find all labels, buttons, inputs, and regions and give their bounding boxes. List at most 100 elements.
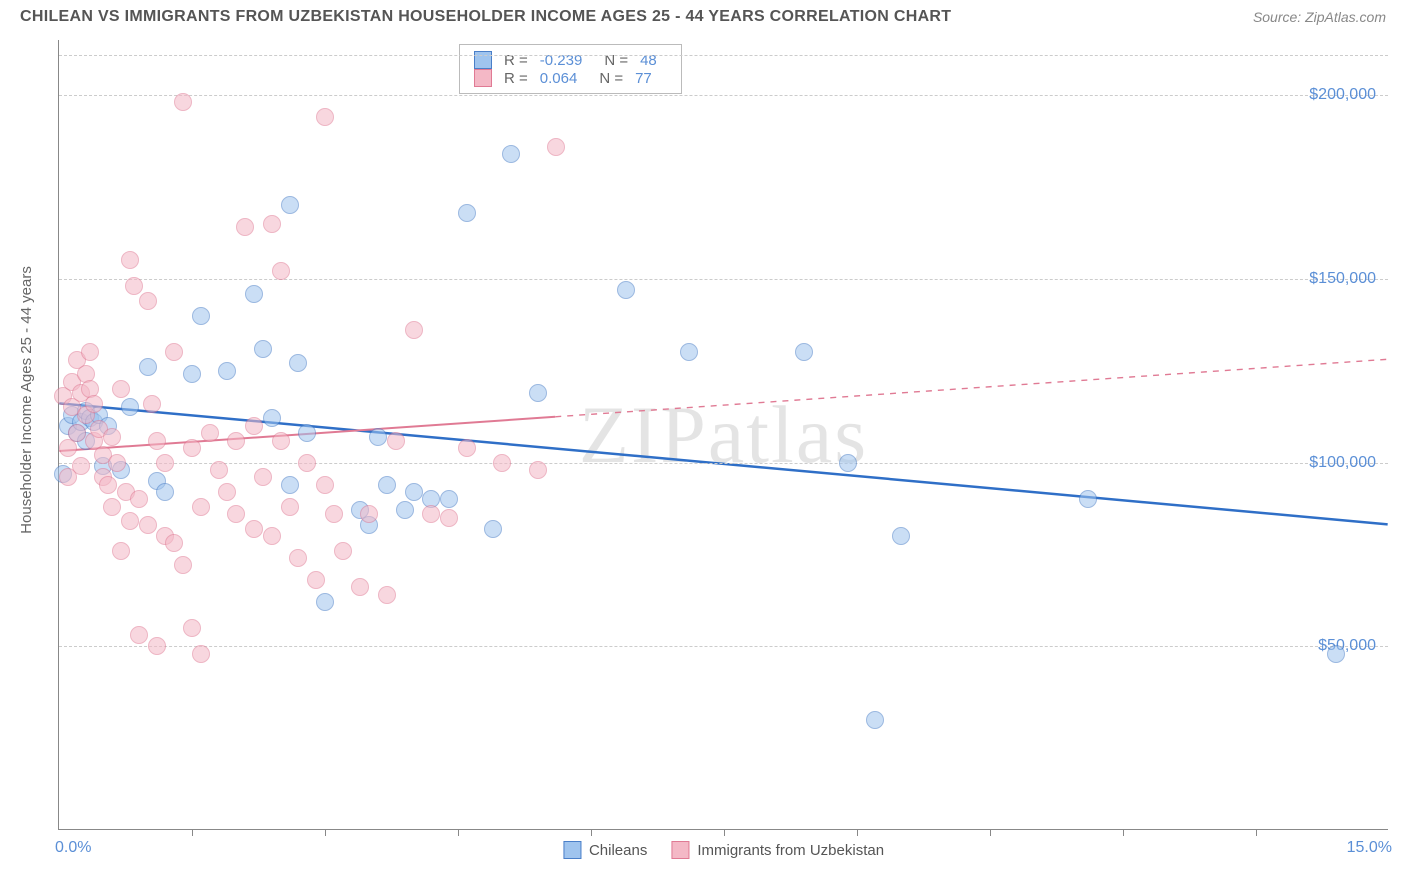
data-point-chileans bbox=[289, 354, 307, 372]
data-point-chileans bbox=[458, 204, 476, 222]
x-tick bbox=[1256, 829, 1257, 836]
data-point-chileans bbox=[281, 476, 299, 494]
regression-overlay bbox=[59, 40, 1388, 829]
data-point-uzbekistan bbox=[183, 439, 201, 457]
data-point-uzbekistan bbox=[245, 520, 263, 538]
data-point-uzbekistan bbox=[81, 343, 99, 361]
data-point-chileans bbox=[281, 196, 299, 214]
data-point-chileans bbox=[440, 490, 458, 508]
data-point-uzbekistan bbox=[272, 262, 290, 280]
data-point-uzbekistan bbox=[112, 380, 130, 398]
data-point-uzbekistan bbox=[316, 476, 334, 494]
x-tick bbox=[458, 829, 459, 836]
data-point-uzbekistan bbox=[360, 505, 378, 523]
data-point-uzbekistan bbox=[103, 428, 121, 446]
data-point-uzbekistan bbox=[440, 509, 458, 527]
data-point-uzbekistan bbox=[298, 454, 316, 472]
data-point-chileans bbox=[139, 358, 157, 376]
y-tick-label: $150,000 bbox=[1309, 270, 1376, 288]
n-label: N = bbox=[599, 70, 623, 87]
data-point-chileans bbox=[121, 398, 139, 416]
stats-row-chileans: R = -0.239 N = 48 bbox=[474, 51, 667, 69]
watermark: ZIPatlas bbox=[579, 388, 868, 482]
x-axis-min-label: 0.0% bbox=[55, 839, 91, 857]
data-point-uzbekistan bbox=[139, 516, 157, 534]
data-point-chileans bbox=[405, 483, 423, 501]
x-axis-max-label: 15.0% bbox=[1347, 839, 1392, 857]
data-point-uzbekistan bbox=[263, 215, 281, 233]
stats-legend: R = -0.239 N = 48 R = 0.064 N = 77 bbox=[459, 44, 682, 94]
data-point-chileans bbox=[892, 527, 910, 545]
data-point-uzbekistan bbox=[85, 395, 103, 413]
x-tick bbox=[192, 829, 193, 836]
data-point-chileans bbox=[866, 711, 884, 729]
data-point-chileans bbox=[316, 593, 334, 611]
data-point-uzbekistan bbox=[183, 619, 201, 637]
legend-item-chileans: Chileans bbox=[563, 841, 647, 859]
data-point-chileans bbox=[298, 424, 316, 442]
data-point-uzbekistan bbox=[192, 645, 210, 663]
data-point-chileans bbox=[1327, 645, 1345, 663]
data-point-uzbekistan bbox=[325, 505, 343, 523]
data-point-chileans bbox=[795, 343, 813, 361]
x-tick bbox=[990, 829, 991, 836]
regression-line-dashed-uzbekistan bbox=[555, 359, 1387, 416]
data-point-uzbekistan bbox=[108, 454, 126, 472]
series-legend: Chileans Immigrants from Uzbekistan bbox=[563, 841, 884, 859]
data-point-chileans bbox=[502, 145, 520, 163]
data-point-uzbekistan bbox=[227, 505, 245, 523]
chart-header: CHILEAN VS IMMIGRANTS FROM UZBEKISTAN HO… bbox=[0, 0, 1406, 38]
data-point-chileans bbox=[245, 285, 263, 303]
data-point-uzbekistan bbox=[174, 556, 192, 574]
data-point-uzbekistan bbox=[139, 292, 157, 310]
data-point-chileans bbox=[839, 454, 857, 472]
x-tick bbox=[857, 829, 858, 836]
gridline bbox=[59, 463, 1388, 464]
swatch-chileans bbox=[563, 841, 581, 859]
n-value-uzbekistan: 77 bbox=[635, 70, 652, 87]
y-axis-label: Householder Income Ages 25 - 44 years bbox=[18, 266, 35, 534]
data-point-uzbekistan bbox=[148, 637, 166, 655]
data-point-uzbekistan bbox=[112, 542, 130, 560]
gridline bbox=[59, 279, 1388, 280]
data-point-uzbekistan bbox=[125, 277, 143, 295]
data-point-uzbekistan bbox=[334, 542, 352, 560]
data-point-uzbekistan bbox=[210, 461, 228, 479]
data-point-uzbekistan bbox=[143, 395, 161, 413]
data-point-chileans bbox=[378, 476, 396, 494]
data-point-uzbekistan bbox=[227, 432, 245, 450]
data-point-uzbekistan bbox=[529, 461, 547, 479]
data-point-uzbekistan bbox=[236, 218, 254, 236]
legend-label: Immigrants from Uzbekistan bbox=[697, 842, 884, 859]
stats-row-uzbekistan: R = 0.064 N = 77 bbox=[474, 69, 667, 87]
data-point-chileans bbox=[156, 483, 174, 501]
data-point-uzbekistan bbox=[263, 527, 281, 545]
data-point-uzbekistan bbox=[547, 138, 565, 156]
data-point-chileans bbox=[680, 343, 698, 361]
data-point-chileans bbox=[369, 428, 387, 446]
data-point-uzbekistan bbox=[130, 626, 148, 644]
data-point-uzbekistan bbox=[307, 571, 325, 589]
r-label: R = bbox=[504, 70, 528, 87]
gridline bbox=[59, 646, 1388, 647]
data-point-chileans bbox=[1079, 490, 1097, 508]
data-point-uzbekistan bbox=[165, 534, 183, 552]
data-point-uzbekistan bbox=[405, 321, 423, 339]
gridline bbox=[59, 55, 1388, 56]
data-point-chileans bbox=[484, 520, 502, 538]
data-point-chileans bbox=[617, 281, 635, 299]
swatch-chileans bbox=[474, 51, 492, 69]
data-point-uzbekistan bbox=[121, 512, 139, 530]
data-point-chileans bbox=[263, 409, 281, 427]
data-point-uzbekistan bbox=[378, 586, 396, 604]
swatch-uzbekistan bbox=[671, 841, 689, 859]
data-point-uzbekistan bbox=[192, 498, 210, 516]
data-point-uzbekistan bbox=[458, 439, 476, 457]
source-label: Source: ZipAtlas.com bbox=[1253, 9, 1386, 25]
data-point-uzbekistan bbox=[121, 251, 139, 269]
data-point-uzbekistan bbox=[289, 549, 307, 567]
data-point-uzbekistan bbox=[218, 483, 236, 501]
data-point-uzbekistan bbox=[99, 476, 117, 494]
data-point-chileans bbox=[183, 365, 201, 383]
data-point-uzbekistan bbox=[387, 432, 405, 450]
